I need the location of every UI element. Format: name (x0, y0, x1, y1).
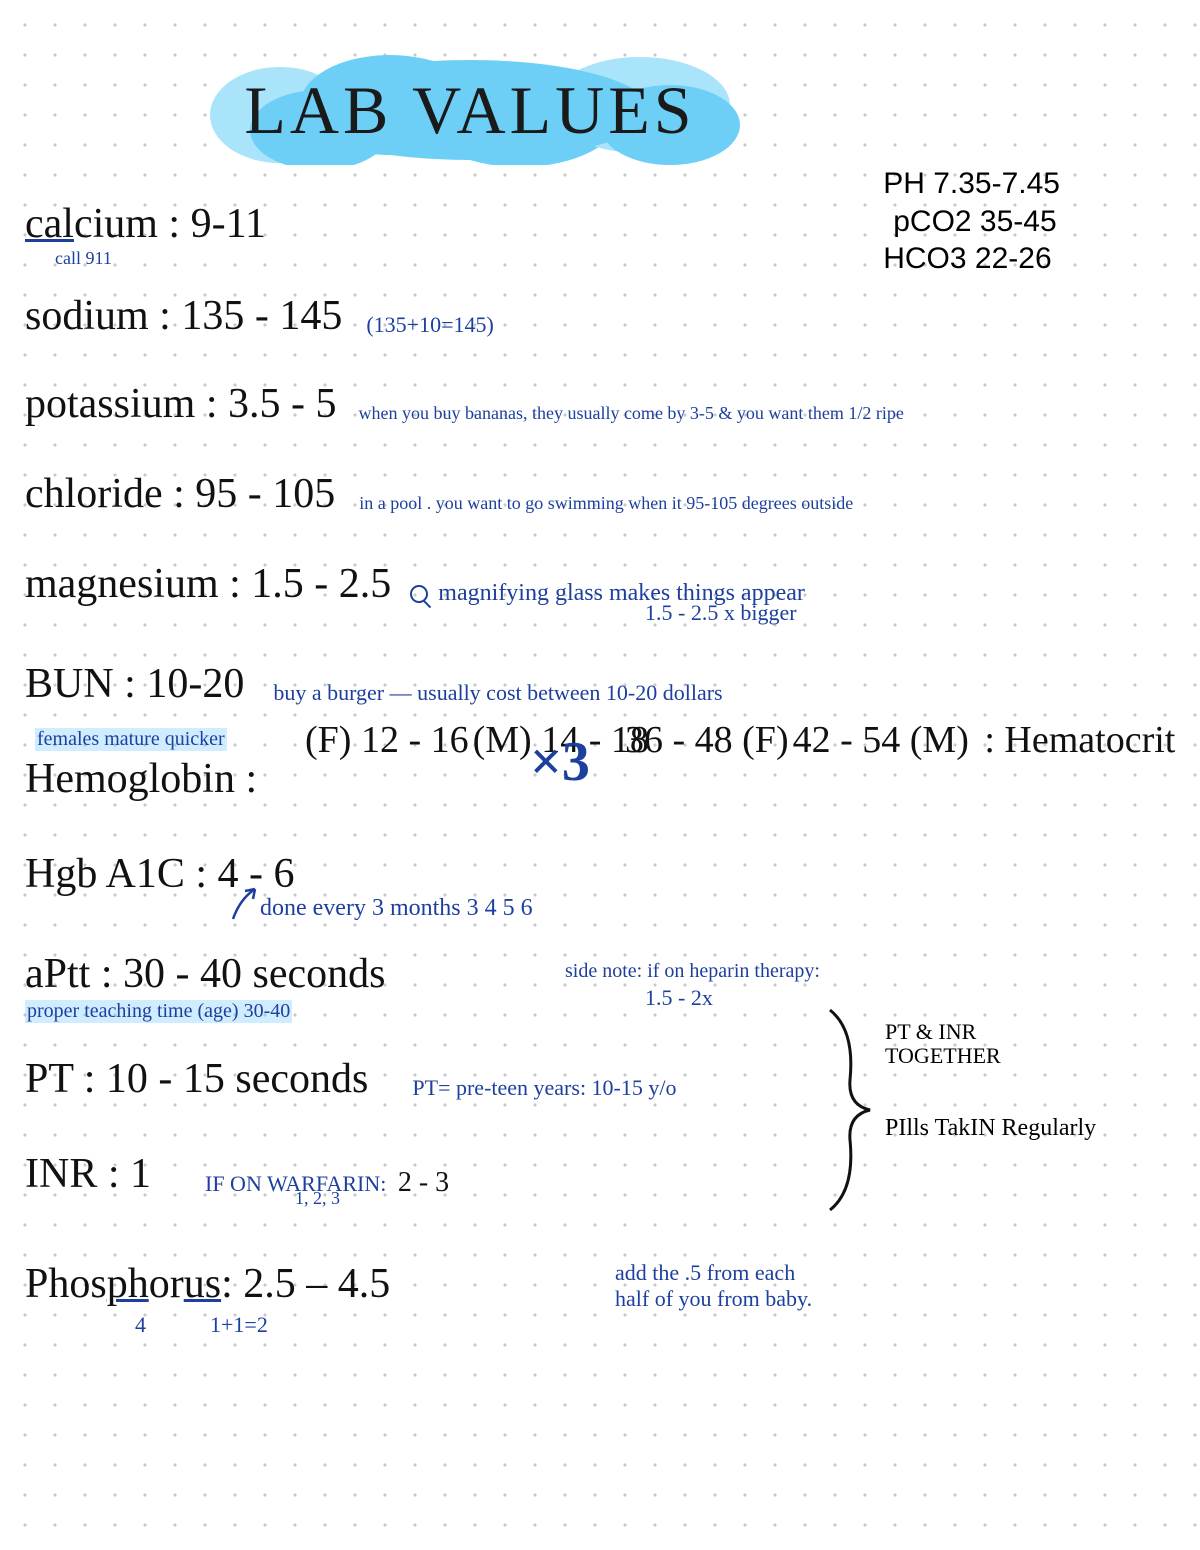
hemoglobin-label: Hemoglobin : (25, 755, 257, 803)
magnesium-note2: 1.5 - 2.5 x bigger (645, 600, 797, 626)
hct-male-val: 42 - 54 (M) (793, 719, 969, 761)
potassium-note: when you buy bananas, they usually come … (359, 403, 904, 424)
pt-label: PT : 10 - 15 seconds (25, 1055, 368, 1103)
inr-sub: 1, 2, 3 (295, 1188, 340, 1209)
magnifier-icon (410, 585, 428, 603)
magnesium-label: magnesium : 1.5 - 2.5 (25, 560, 391, 608)
phos-rest: : 2.5 – 4.5 (221, 1261, 390, 1307)
aptt-note2: 1.5 - 2x (645, 985, 713, 1011)
page-title: LAB VALUES (190, 55, 750, 165)
phos-note2: half of you from baby. (615, 1286, 812, 1312)
brace-together: PT & INR TOGETHER (885, 1020, 1001, 1068)
sodium-note: (135+10=145) (366, 312, 493, 338)
calcium-label: calcium : 9-11 (25, 200, 266, 248)
brace-icon (820, 1000, 880, 1220)
potassium-label: potassium : 3.5 - 5 (25, 380, 337, 428)
calcium-prefix: cal (25, 201, 74, 247)
hgb-female: (F) 12 - 16 (305, 718, 469, 762)
calcium-rest: cium : 9-11 (74, 201, 266, 247)
phosphorus-label: Phosphorus: 2.5 – 4.5 (25, 1260, 390, 1308)
bun-note: buy a burger — usually cost between 10-2… (273, 680, 722, 706)
pt-note: PT= pre-teen years: 10-15 y/o (412, 1075, 676, 1101)
chloride-note: in a pool . you want to go swimming when… (359, 493, 853, 514)
phos-us: us (184, 1261, 221, 1307)
phos-pre: Phos (25, 1261, 107, 1307)
hct-male: 42 - 54 (M) : Hematocrit (793, 718, 1176, 762)
phos-note: add the .5 from each half of you from ba… (615, 1260, 812, 1313)
aptt-teach: proper teaching time (age) 30-40 (25, 1000, 292, 1023)
phos-or: or (149, 1261, 184, 1307)
phos-2: 1+1=2 (210, 1312, 268, 1338)
hemo-mature-note: females mature quicker (35, 728, 227, 751)
x3: ×3 (530, 730, 590, 794)
chloride-label: chloride : 95 - 105 (25, 470, 335, 518)
phos-4: 4 (135, 1312, 146, 1338)
bun-label: BUN : 10-20 (25, 660, 244, 708)
arrow-icon (225, 884, 265, 924)
brace-pills: PIlls TakIN Regularly (885, 1115, 1096, 1142)
aptt-note1: side note: if on heparin therapy: (565, 960, 820, 983)
hct-female: 36 - 48 (F) (625, 718, 789, 762)
inr-label: INR : 1 (25, 1150, 151, 1198)
inr-warf-val: 2 - 3 (398, 1167, 449, 1198)
phos-note1: add the .5 from each (615, 1260, 812, 1286)
a1c-note: done every 3 months 3 4 5 6 (260, 895, 533, 922)
aptt-label: aPtt : 30 - 40 seconds (25, 950, 385, 998)
phos-ph: ph (107, 1261, 149, 1307)
abg-ph: PH 7.35-7.45 (883, 165, 1060, 203)
calcium-note: call 911 (55, 248, 112, 269)
sodium-label: sodium : 135 - 145 (25, 292, 342, 340)
title-block: LAB VALUES (190, 55, 750, 165)
hematocrit-label: : Hematocrit (984, 719, 1175, 761)
